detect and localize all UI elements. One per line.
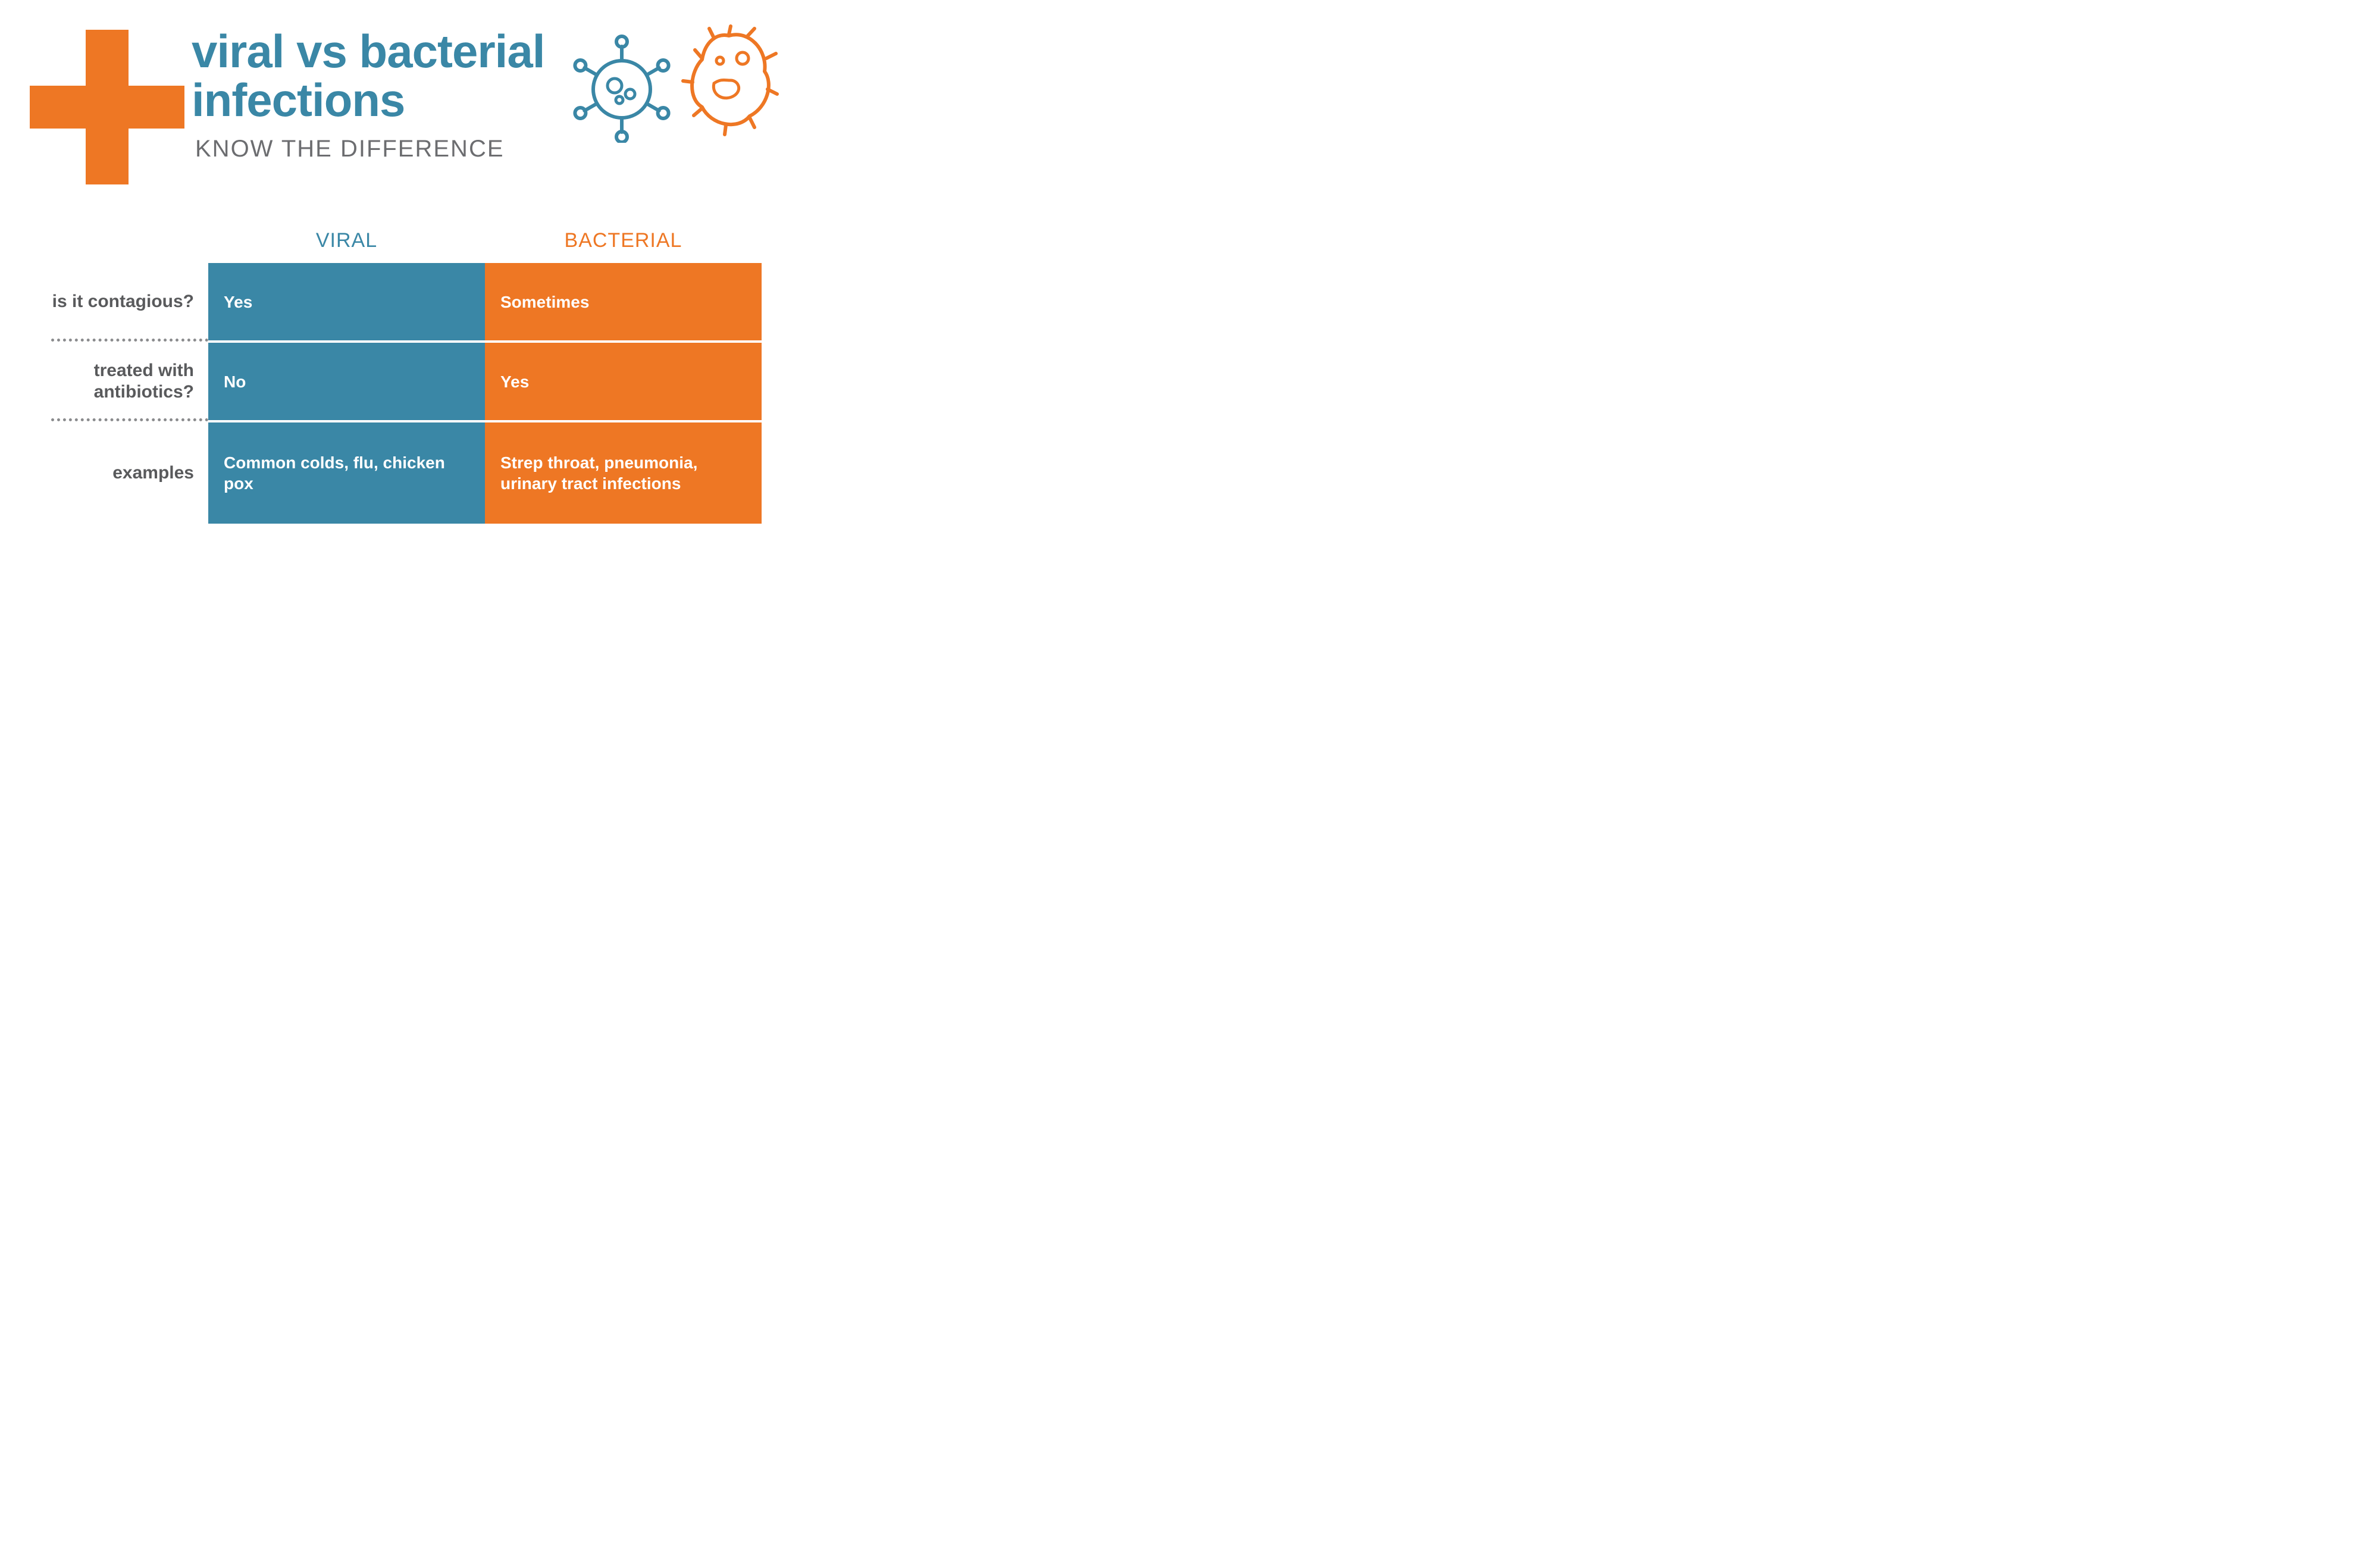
cell-viral: No (208, 343, 485, 420)
title-line-2: infections (192, 76, 553, 125)
column-header-viral: VIRAL (208, 229, 485, 263)
virus-icon (565, 24, 672, 143)
germ-icons (565, 24, 779, 143)
cell-viral: Common colds, flu, chicken pox (208, 422, 485, 524)
title-block: viral vs bacterial infections KNOW THE D… (192, 24, 553, 162)
row-label: examples (42, 422, 208, 524)
title-line-1: viral vs bacterial (192, 27, 553, 76)
subtitle: KNOW THE DIFFERENCE (195, 136, 553, 162)
header: viral vs bacterial infections KNOW THE D… (30, 24, 779, 187)
bacteria-icon (678, 24, 779, 143)
row-label: is it contagious? (42, 263, 208, 340)
plus-icon (30, 30, 184, 187)
cell-bacterial: Sometimes (485, 263, 762, 340)
cell-bacterial: Yes (485, 343, 762, 420)
cell-bacterial: Strep throat, pneumonia, urinary tract i… (485, 422, 762, 524)
cell-viral: Yes (208, 263, 485, 340)
row-label: treated with antibiotics? (42, 343, 208, 420)
column-header-bacterial: BACTERIAL (485, 229, 762, 263)
comparison-table: VIRAL BACTERIAL is it contagious?YesSome… (42, 229, 762, 526)
